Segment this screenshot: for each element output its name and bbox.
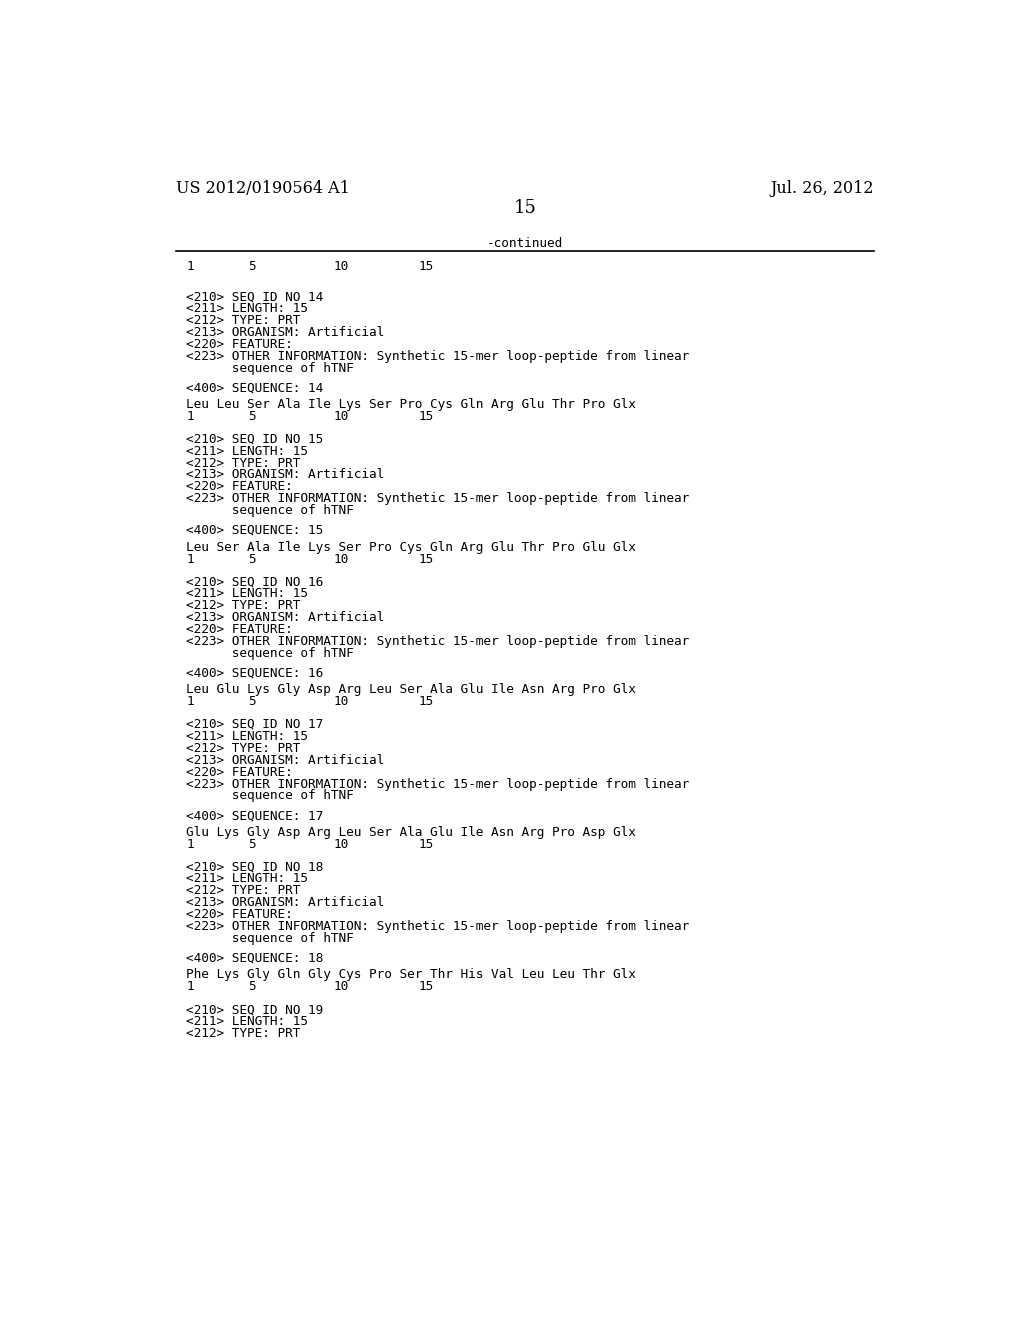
- Text: Leu Ser Ala Ile Lys Ser Pro Cys Gln Arg Glu Thr Pro Glu Glx: Leu Ser Ala Ile Lys Ser Pro Cys Gln Arg …: [186, 541, 636, 553]
- Text: 15: 15: [513, 199, 537, 218]
- Text: <400> SEQUENCE: 18: <400> SEQUENCE: 18: [186, 952, 324, 965]
- Text: 5: 5: [248, 838, 256, 851]
- Text: 1: 1: [186, 838, 194, 851]
- Text: 15: 15: [419, 838, 434, 851]
- Text: Leu Glu Lys Gly Asp Arg Leu Ser Ala Glu Ile Asn Arg Pro Glx: Leu Glu Lys Gly Asp Arg Leu Ser Ala Glu …: [186, 684, 636, 696]
- Text: 1: 1: [186, 260, 194, 273]
- Text: 1: 1: [186, 411, 194, 422]
- Text: <211> LENGTH: 15: <211> LENGTH: 15: [186, 1015, 308, 1028]
- Text: 15: 15: [419, 411, 434, 422]
- Text: sequence of hTNF: sequence of hTNF: [186, 932, 354, 945]
- Text: sequence of hTNF: sequence of hTNF: [186, 647, 354, 660]
- Text: US 2012/0190564 A1: US 2012/0190564 A1: [176, 180, 350, 197]
- Text: 1: 1: [186, 696, 194, 708]
- Text: <211> LENGTH: 15: <211> LENGTH: 15: [186, 730, 308, 743]
- Text: 5: 5: [248, 411, 256, 422]
- Text: <212> TYPE: PRT: <212> TYPE: PRT: [186, 599, 300, 612]
- Text: <223> OTHER INFORMATION: Synthetic 15-mer loop-peptide from linear: <223> OTHER INFORMATION: Synthetic 15-me…: [186, 350, 689, 363]
- Text: 1: 1: [186, 553, 194, 565]
- Text: 1: 1: [186, 981, 194, 994]
- Text: 5: 5: [248, 981, 256, 994]
- Text: Glu Lys Gly Asp Arg Leu Ser Ala Glu Ile Asn Arg Pro Asp Glx: Glu Lys Gly Asp Arg Leu Ser Ala Glu Ile …: [186, 826, 636, 838]
- Text: 15: 15: [419, 981, 434, 994]
- Text: <210> SEQ ID NO 14: <210> SEQ ID NO 14: [186, 290, 324, 304]
- Text: <223> OTHER INFORMATION: Synthetic 15-mer loop-peptide from linear: <223> OTHER INFORMATION: Synthetic 15-me…: [186, 920, 689, 933]
- Text: <223> OTHER INFORMATION: Synthetic 15-mer loop-peptide from linear: <223> OTHER INFORMATION: Synthetic 15-me…: [186, 635, 689, 648]
- Text: sequence of hTNF: sequence of hTNF: [186, 504, 354, 517]
- Text: <213> ORGANISM: Artificial: <213> ORGANISM: Artificial: [186, 611, 384, 624]
- Text: sequence of hTNF: sequence of hTNF: [186, 789, 354, 803]
- Text: -continued: -continued: [486, 238, 563, 249]
- Text: <400> SEQUENCE: 17: <400> SEQUENCE: 17: [186, 809, 324, 822]
- Text: <220> FEATURE:: <220> FEATURE:: [186, 766, 293, 779]
- Text: <212> TYPE: PRT: <212> TYPE: PRT: [186, 1027, 300, 1040]
- Text: 5: 5: [248, 696, 256, 708]
- Text: <210> SEQ ID NO 17: <210> SEQ ID NO 17: [186, 718, 324, 731]
- Text: <211> LENGTH: 15: <211> LENGTH: 15: [186, 445, 308, 458]
- Text: <210> SEQ ID NO 18: <210> SEQ ID NO 18: [186, 861, 324, 874]
- Text: <220> FEATURE:: <220> FEATURE:: [186, 338, 293, 351]
- Text: <213> ORGANISM: Artificial: <213> ORGANISM: Artificial: [186, 469, 384, 482]
- Text: <211> LENGTH: 15: <211> LENGTH: 15: [186, 873, 308, 886]
- Text: 10: 10: [334, 411, 348, 422]
- Text: 10: 10: [334, 260, 348, 273]
- Text: Leu Leu Ser Ala Ile Lys Ser Pro Cys Gln Arg Glu Thr Pro Glx: Leu Leu Ser Ala Ile Lys Ser Pro Cys Gln …: [186, 399, 636, 411]
- Text: <212> TYPE: PRT: <212> TYPE: PRT: [186, 742, 300, 755]
- Text: 15: 15: [419, 696, 434, 708]
- Text: <213> ORGANISM: Artificial: <213> ORGANISM: Artificial: [186, 754, 384, 767]
- Text: 10: 10: [334, 981, 348, 994]
- Text: <213> ORGANISM: Artificial: <213> ORGANISM: Artificial: [186, 326, 384, 339]
- Text: <213> ORGANISM: Artificial: <213> ORGANISM: Artificial: [186, 896, 384, 909]
- Text: 10: 10: [334, 553, 348, 565]
- Text: <212> TYPE: PRT: <212> TYPE: PRT: [186, 457, 300, 470]
- Text: 5: 5: [248, 553, 256, 565]
- Text: 10: 10: [334, 838, 348, 851]
- Text: <400> SEQUENCE: 14: <400> SEQUENCE: 14: [186, 381, 324, 395]
- Text: 15: 15: [419, 553, 434, 565]
- Text: <212> TYPE: PRT: <212> TYPE: PRT: [186, 314, 300, 327]
- Text: <223> OTHER INFORMATION: Synthetic 15-mer loop-peptide from linear: <223> OTHER INFORMATION: Synthetic 15-me…: [186, 777, 689, 791]
- Text: <211> LENGTH: 15: <211> LENGTH: 15: [186, 302, 308, 315]
- Text: Phe Lys Gly Gln Gly Cys Pro Ser Thr His Val Leu Leu Thr Glx: Phe Lys Gly Gln Gly Cys Pro Ser Thr His …: [186, 969, 636, 982]
- Text: <220> FEATURE:: <220> FEATURE:: [186, 480, 293, 494]
- Text: <400> SEQUENCE: 15: <400> SEQUENCE: 15: [186, 524, 324, 537]
- Text: 15: 15: [419, 260, 434, 273]
- Text: <210> SEQ ID NO 19: <210> SEQ ID NO 19: [186, 1003, 324, 1016]
- Text: <220> FEATURE:: <220> FEATURE:: [186, 908, 293, 921]
- Text: 10: 10: [334, 696, 348, 708]
- Text: <400> SEQUENCE: 16: <400> SEQUENCE: 16: [186, 667, 324, 680]
- Text: <210> SEQ ID NO 15: <210> SEQ ID NO 15: [186, 433, 324, 446]
- Text: <212> TYPE: PRT: <212> TYPE: PRT: [186, 884, 300, 898]
- Text: <220> FEATURE:: <220> FEATURE:: [186, 623, 293, 636]
- Text: <211> LENGTH: 15: <211> LENGTH: 15: [186, 587, 308, 601]
- Text: <210> SEQ ID NO 16: <210> SEQ ID NO 16: [186, 576, 324, 589]
- Text: <223> OTHER INFORMATION: Synthetic 15-mer loop-peptide from linear: <223> OTHER INFORMATION: Synthetic 15-me…: [186, 492, 689, 506]
- Text: 5: 5: [248, 260, 256, 273]
- Text: sequence of hTNF: sequence of hTNF: [186, 362, 354, 375]
- Text: Jul. 26, 2012: Jul. 26, 2012: [770, 180, 873, 197]
